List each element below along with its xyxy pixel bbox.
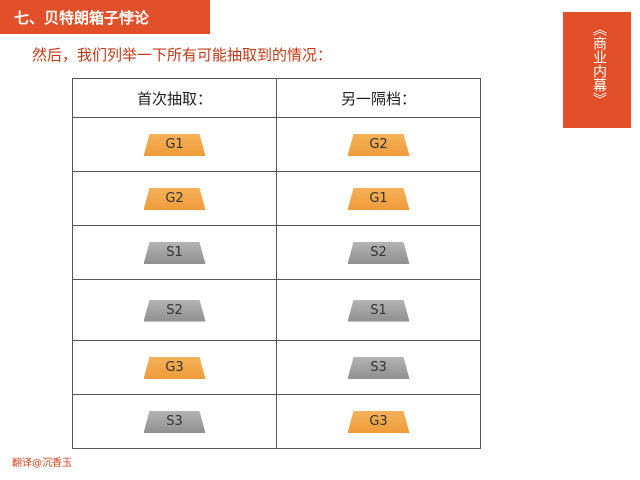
coin-card-other: S2 [347, 242, 410, 264]
header-first-draw: 首次抽取： [72, 78, 277, 118]
section-header-bar: 七、贝特朗箱子悖论 [0, 0, 210, 34]
translator-credit: 翻译@沉香玉 [12, 458, 72, 469]
table-row: S3 G3 [72, 394, 481, 449]
source-label: 《商业内幕》 [591, 22, 607, 106]
coin-card-first: S3 [143, 411, 206, 433]
table-header-row: 首次抽取： 另一隔档： [72, 78, 481, 118]
source-side-tab: 《商业内幕》 [563, 12, 631, 128]
section-title: 七、贝特朗箱子悖论 [14, 9, 150, 27]
coin-card-first: G3 [143, 357, 206, 379]
table-row: S2 S1 [72, 279, 481, 341]
table-row: G2 G1 [72, 171, 481, 226]
coin-card-first: S2 [143, 299, 206, 322]
table-row: S1 S2 [72, 225, 481, 280]
coin-card-other: S1 [347, 299, 410, 322]
table-row: G1 G2 [72, 117, 481, 172]
table-row: G3 S3 [72, 340, 481, 395]
header-other-slot: 另一隔档： [276, 78, 481, 118]
coin-card-other: G3 [347, 411, 410, 433]
slide-subtitle: 然后，我们列举一下所有可能抽取到的情况： [32, 46, 333, 64]
coin-card-first: G2 [143, 188, 206, 210]
coin-card-other: S3 [347, 357, 410, 379]
coin-card-first: G1 [143, 134, 206, 156]
coin-card-first: S1 [143, 242, 206, 264]
draw-cases-table: 首次抽取： 另一隔档： G1 G2 G2 G1 S1 S2 S2 S1 G3 S… [72, 78, 481, 449]
coin-card-other: G1 [347, 188, 410, 210]
coin-card-other: G2 [347, 134, 410, 156]
